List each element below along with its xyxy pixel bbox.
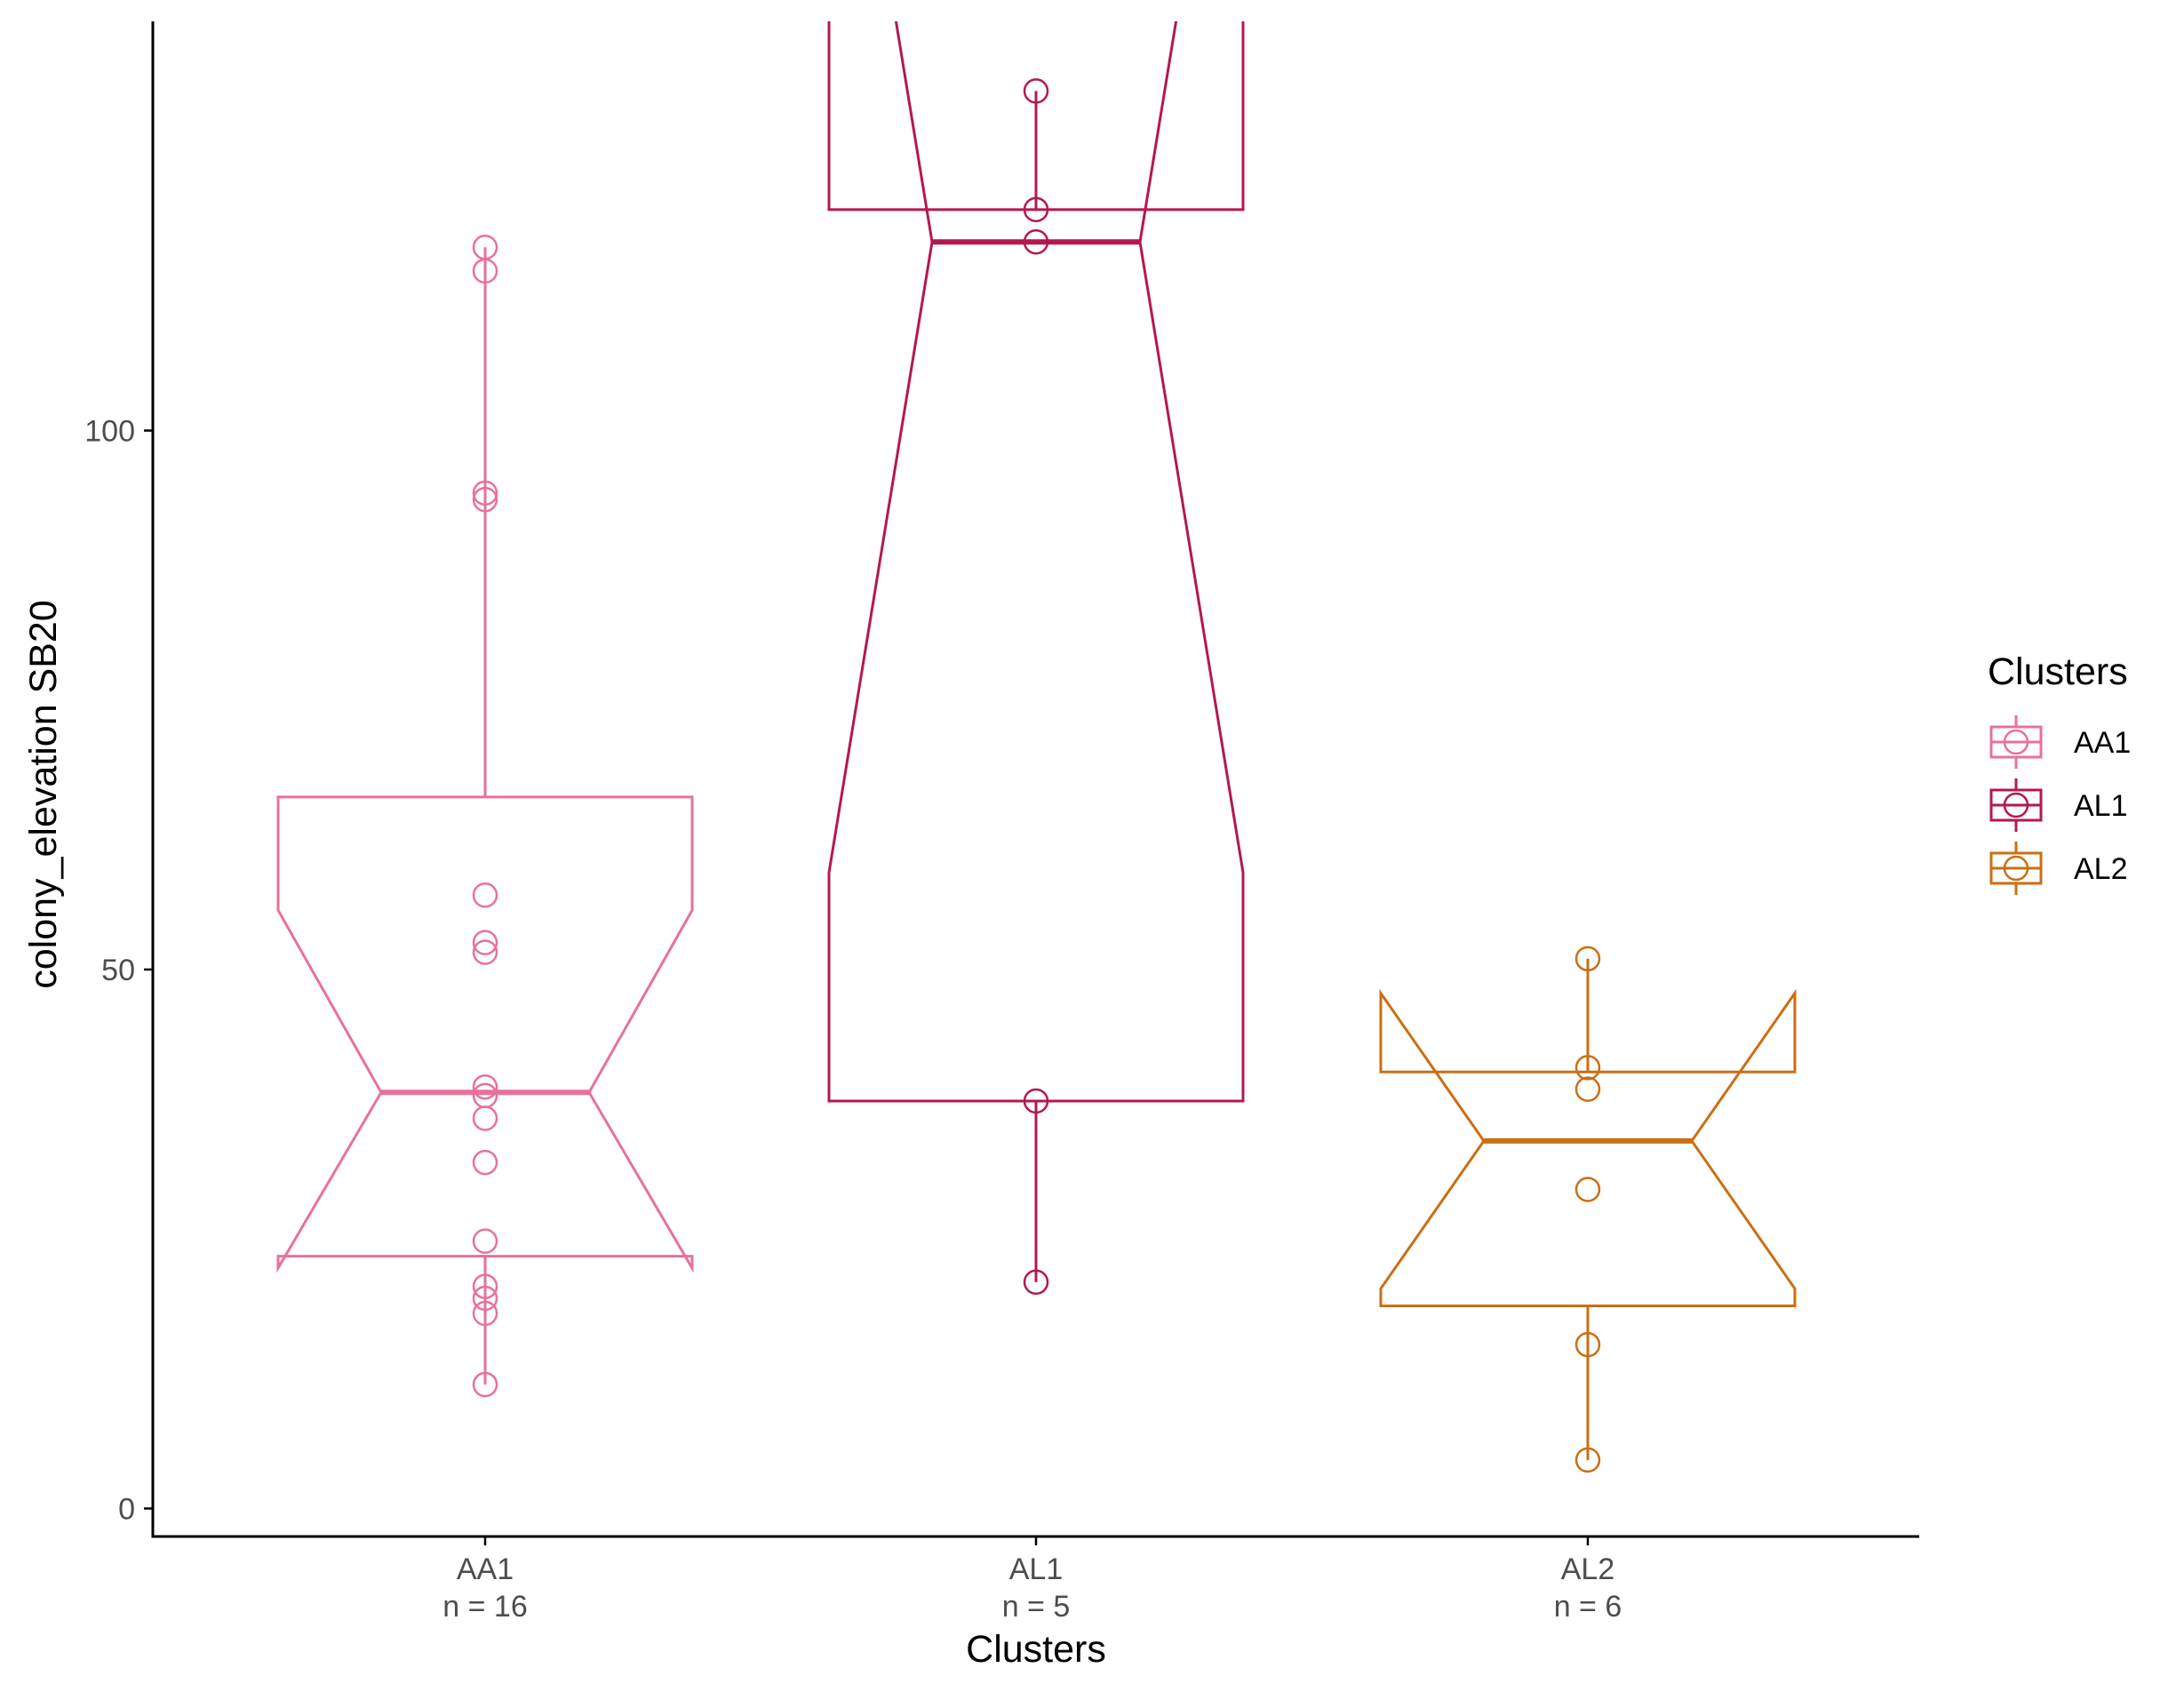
box-group-al1 [827,21,1245,1296]
data-point-aa1 [472,486,498,513]
box-aa1 [276,795,694,1273]
y-tick-label: 50 [101,954,135,987]
data-point-aa1 [472,258,498,284]
legend-item-al1: AL1 [1989,778,2128,832]
box-al1 [827,21,1245,1103]
legend-key-point-al1 [2003,792,2029,818]
legend: Clusters AA1 AL1 AL2 [1988,650,2131,895]
data-point-aa1 [472,882,498,908]
data-point-aa1 [472,1105,498,1131]
data-point-al1 [1023,196,1049,223]
box-group-al2 [1379,946,1797,1473]
data-point-al2 [1574,1177,1601,1202]
data-point-aa1 [472,1273,498,1299]
data-point-al2 [1574,1331,1601,1358]
box-group-aa1 [276,235,694,1398]
box-al2 [1379,988,1797,1307]
legend-key-point-al2 [2003,855,2029,882]
y-tick-label: 0 [118,1493,135,1527]
legend-label-al2: AL2 [2074,852,2128,886]
x-tick-label: AL1 [1009,1552,1064,1586]
data-point-al2 [1574,1447,1601,1473]
data-point-aa1 [472,1149,498,1176]
data-point-aa1 [472,1228,498,1254]
axes: 0 50 100 AA1 n = 16 AL1 n = 5 AL2 n = 6 [84,21,1919,1624]
legend-item-aa1: AA1 [1989,715,2131,769]
plot-area [276,21,1797,1473]
x-tick-label: AL2 [1561,1552,1615,1586]
data-point-aa1 [472,939,498,965]
data-point-aa1 [472,1371,498,1398]
legend-label-al1: AL1 [2074,789,2128,823]
x-tick-count-label: n = 6 [1554,1590,1622,1624]
data-point-aa1 [472,480,498,507]
data-point-al1 [1023,1088,1049,1114]
data-point-aa1 [472,1285,498,1312]
data-point-al2 [1574,1055,1601,1081]
x-axis-title: Clusters [966,1628,1106,1671]
data-point-al1 [1023,1269,1049,1296]
legend-title: Clusters [1988,650,2128,693]
data-point-al2 [1574,946,1601,972]
y-tick-label: 100 [84,415,135,449]
data-point-al2 [1574,1076,1601,1102]
data-point-aa1 [472,1073,498,1100]
x-tick-label: AA1 [457,1552,514,1586]
data-point-al1 [1023,78,1049,104]
x-tick-count-label: n = 16 [442,1590,527,1624]
data-point-aa1 [472,930,498,955]
data-point-al1 [1023,228,1049,255]
x-tick-count-label: n = 5 [1002,1590,1071,1624]
y-axis-title: colony_elevation SB20 [22,600,65,988]
legend-item-al2: AL2 [1989,842,2128,895]
data-point-aa1 [472,1300,498,1327]
legend-key-point-aa1 [2003,729,2029,755]
legend-label-aa1: AA1 [2074,726,2131,760]
